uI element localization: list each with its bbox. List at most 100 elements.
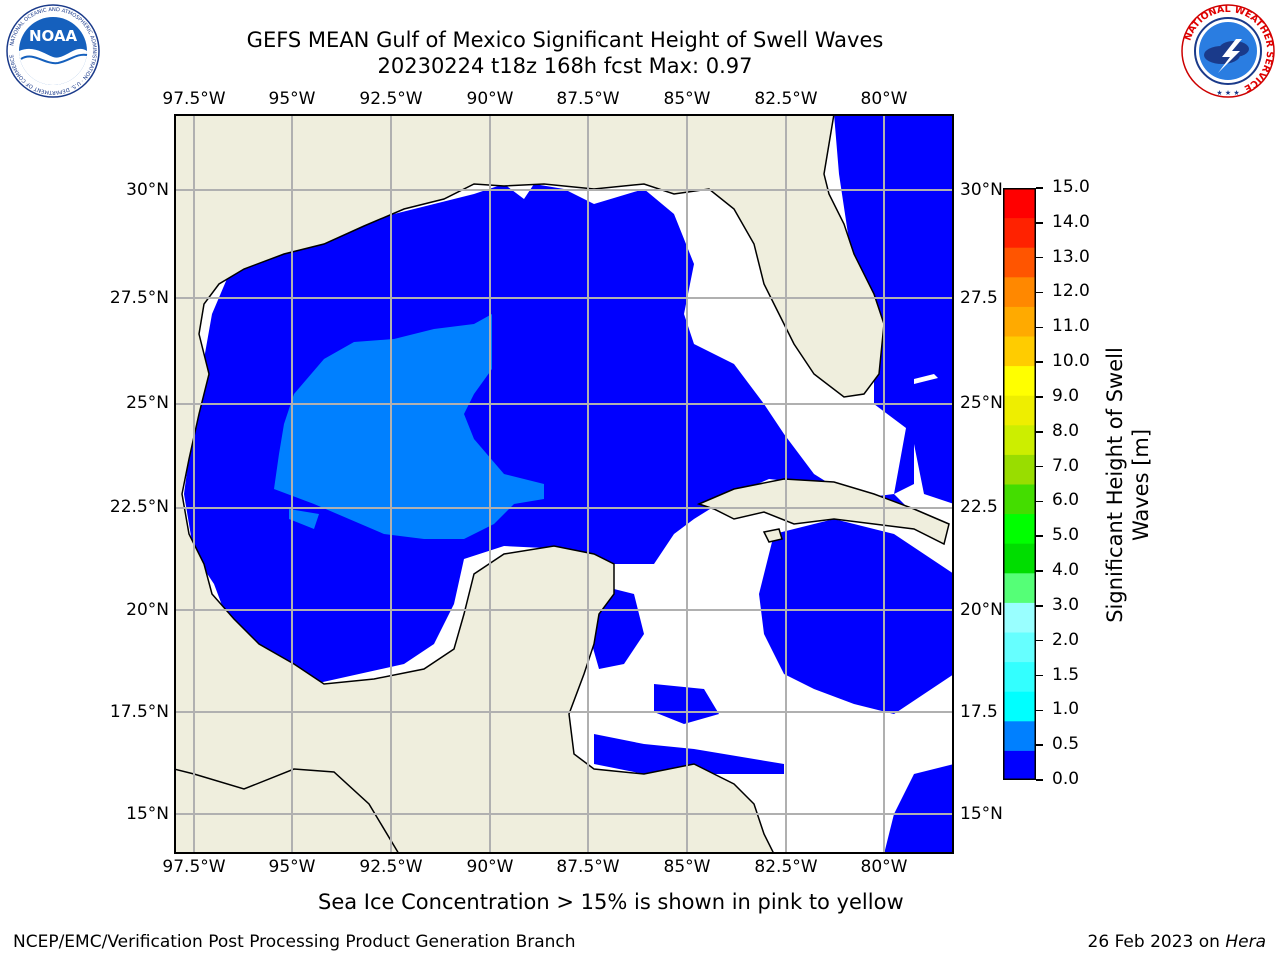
graticule (174, 114, 954, 854)
lon-label-top: 97.5°W (162, 89, 226, 109)
swell-area-gulf (184, 184, 954, 684)
colorbar-tick (1036, 361, 1043, 363)
colorbar-segment (1003, 661, 1036, 692)
lat-label-left: 17.5°N (109, 702, 169, 722)
colorbar-segment (1003, 395, 1036, 426)
colorbar-tick (1036, 709, 1043, 712)
colorbar-tick-label: 1.0 (1052, 699, 1080, 720)
footer-credit: NCEP/EMC/Verification Post Processing Pr… (13, 932, 576, 952)
colorbar-tick-label: 12.0 (1052, 281, 1090, 302)
colorbar-segment (1003, 632, 1036, 663)
lon-label-bottom: 85°W (663, 857, 711, 877)
colorbar-segment (1003, 691, 1036, 722)
nws-logo: NATIONAL WEATHER SERVICE ★ ★ ★ (1181, 4, 1275, 98)
lat-label-left: 22.5°N (109, 497, 169, 517)
colorbar-tick (1036, 570, 1043, 572)
land-cuba (696, 478, 950, 546)
lon-label-bottom: 87.5°W (556, 857, 620, 877)
noaa-logo: NOAA NATIONAL OCEANIC AND ATMOSPHERIC AD… (6, 4, 100, 98)
land-masses (174, 114, 950, 854)
footer-date: 26 Feb 2023 on Hera (1087, 932, 1266, 952)
swell-area-atlantic (834, 114, 954, 434)
colorbar-tick-label: 10.0 (1052, 351, 1090, 372)
lat-label-right: 30°N (960, 180, 1003, 200)
colorbar-tick (1036, 465, 1043, 468)
colorbar-segment (1003, 454, 1036, 485)
lat-label-right: 20°N (960, 600, 1003, 620)
lon-label-top: 87.5°W (556, 89, 620, 109)
lon-label-bottom: 95°W (268, 857, 316, 877)
colorbar-tick-label: 8.0 (1052, 420, 1080, 441)
lat-label-right: 17.5 (960, 702, 998, 722)
colorbar-segment (1003, 720, 1036, 751)
colorbar-tick (1036, 222, 1043, 224)
lon-label-top: 90°W (466, 89, 514, 109)
colorbar-tick (1036, 187, 1043, 189)
colorbar-segment (1003, 424, 1036, 455)
colorbar-segment (1003, 276, 1036, 307)
lat-label-right: 15°N (960, 804, 1003, 824)
lon-label-bottom: 80°W (860, 857, 908, 877)
colorbar-tick-label: 1.5 (1052, 664, 1080, 685)
colorbar-tick-label: 14.0 (1052, 211, 1090, 232)
lon-label-bottom: 90°W (466, 857, 514, 877)
colorbar-tick (1036, 256, 1043, 259)
swell-area-moderate (274, 314, 544, 539)
lon-label-top: 92.5°W (359, 89, 423, 109)
colorbar-segment (1003, 750, 1036, 780)
lat-label-left: 20°N (126, 600, 169, 620)
sea-ice-note: Sea Ice Concentration > 15% is shown in … (318, 890, 904, 914)
svg-text:NOAA: NOAA (29, 27, 78, 45)
colorbar-tick (1036, 674, 1043, 677)
chart-title-line2: 20230224 t18z 168h fcst Max: 0.97 (377, 54, 753, 78)
lat-label-left: 30°N (126, 180, 169, 200)
svg-text:★ ★ ★: ★ ★ ★ (1216, 89, 1239, 97)
land-north-america (174, 114, 885, 854)
colorbar-tick (1036, 396, 1043, 398)
colorbar-segment (1003, 306, 1036, 337)
lon-label-top: 82.5°W (754, 89, 818, 109)
colorbar-tick-label: 3.0 (1052, 594, 1080, 615)
colorbar-segment (1003, 572, 1036, 603)
colorbar-segment (1003, 513, 1036, 544)
colorbar-tick (1036, 639, 1043, 642)
lat-label-left: 15°N (126, 804, 169, 824)
colorbar-tick (1036, 431, 1043, 433)
colorbar-tick (1036, 744, 1043, 746)
colorbar-segment (1003, 484, 1036, 515)
swell-area-caribbean (759, 519, 954, 714)
lat-label-right: 25°N (960, 393, 1003, 413)
colorbar-segment (1003, 602, 1036, 633)
lon-label-top: 95°W (268, 89, 316, 109)
colorbar-tick (1036, 535, 1043, 537)
colorbar-segment (1003, 365, 1036, 396)
lon-label-top: 85°W (663, 89, 711, 109)
colorbar-tick (1036, 500, 1043, 503)
chart-title-line1: GEFS MEAN Gulf of Mexico Significant Hei… (246, 28, 884, 52)
colorbar-tick-label: 9.0 (1052, 385, 1080, 406)
colorbar-tick-label: 0.5 (1052, 734, 1080, 755)
colorbar-tick-label: 2.0 (1052, 629, 1080, 650)
map-panel (174, 114, 954, 854)
lon-label-bottom: 82.5°W (754, 857, 818, 877)
colorbar-tick-label: 7.0 (1052, 455, 1080, 476)
colorbar-segment (1003, 336, 1036, 367)
lat-label-right: 27.5 (960, 288, 998, 308)
colorbar-tick-label: 15.0 (1052, 177, 1090, 197)
colorbar-segment (1003, 217, 1036, 248)
colorbar-tick-label: 0.0 (1052, 769, 1080, 789)
colorbar-tick-label: 13.0 (1052, 246, 1090, 267)
lat-label-right: 22.5 (960, 497, 998, 517)
lon-label-bottom: 92.5°W (359, 857, 423, 877)
colorbar-segment (1003, 247, 1036, 278)
colorbar-tick-label: 4.0 (1052, 560, 1080, 581)
colorbar-segment (1003, 543, 1036, 574)
lon-label-bottom: 97.5°W (162, 857, 226, 877)
colorbar-tick (1036, 605, 1043, 607)
colorbar-tick (1036, 779, 1043, 781)
colorbar-tick-label: 11.0 (1052, 316, 1090, 337)
colorbar-tick-label: 5.0 (1052, 525, 1080, 546)
colorbar-tick (1036, 291, 1043, 294)
colorbar-tick (1036, 326, 1043, 329)
colorbar-segment (1003, 188, 1036, 219)
